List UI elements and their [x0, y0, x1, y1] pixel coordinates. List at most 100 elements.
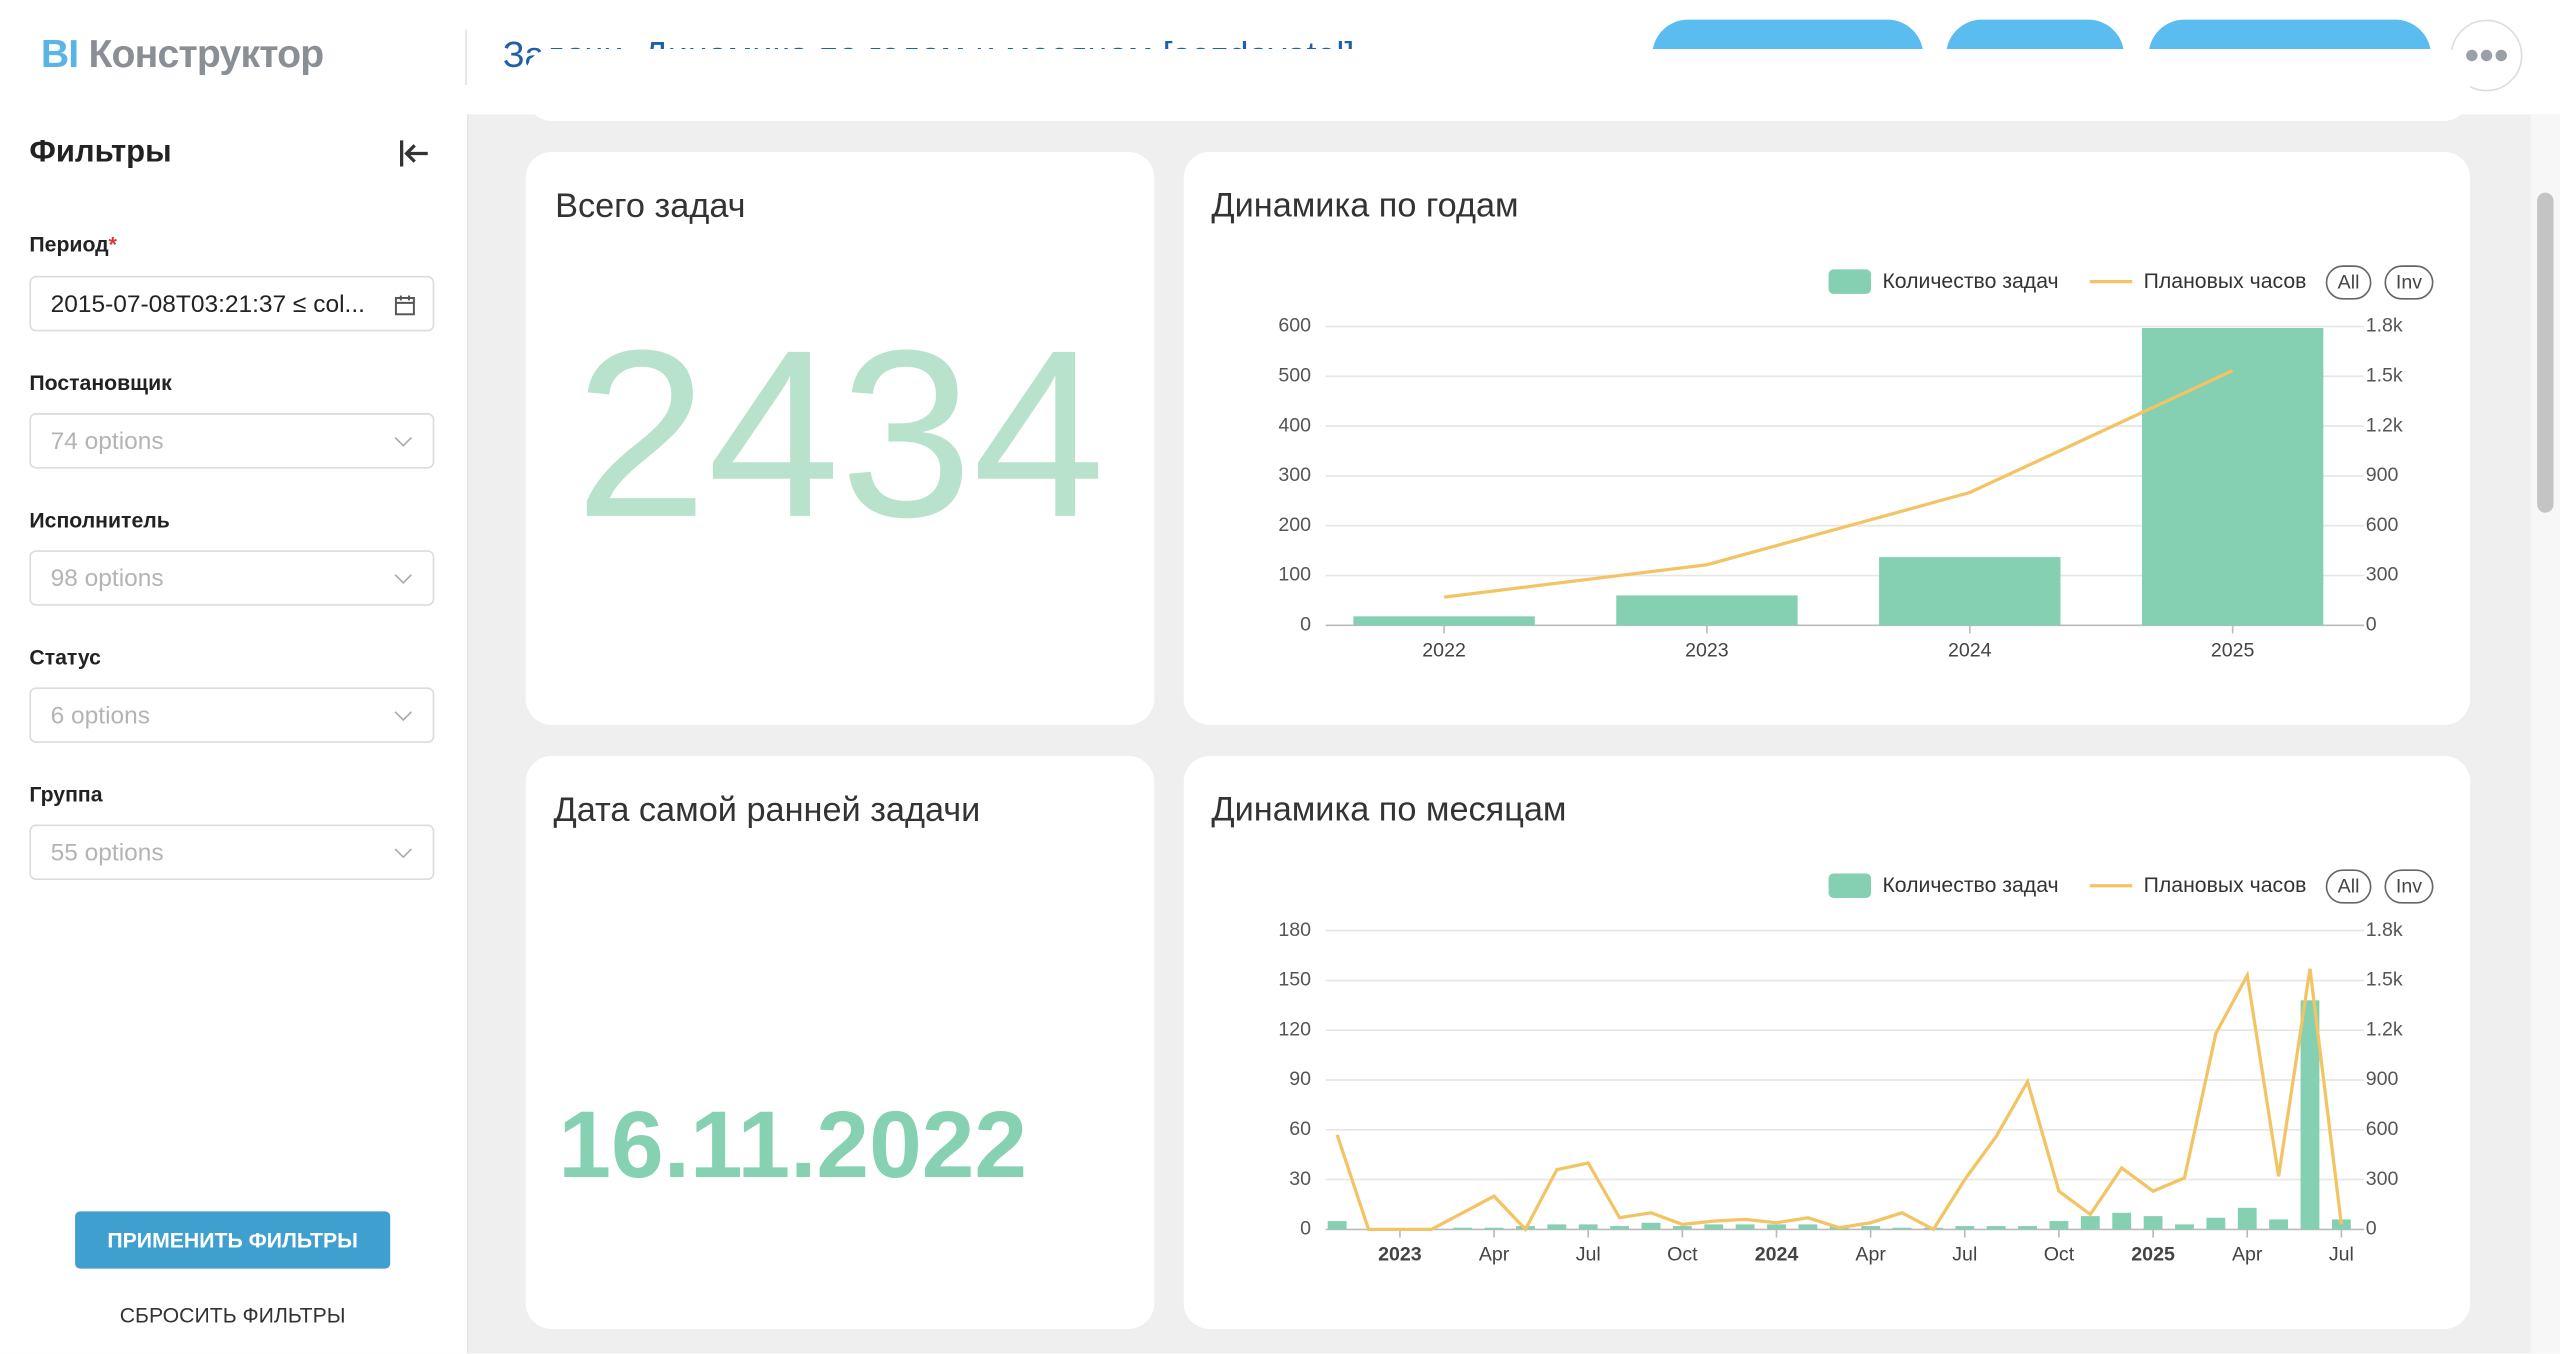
- x-tick-label: Oct: [1667, 1244, 1698, 1266]
- select[interactable]: 98 options: [29, 550, 435, 606]
- legend-swatch: [1828, 269, 1872, 294]
- bar: [2206, 1217, 2226, 1230]
- dots-icon: [2466, 49, 2507, 62]
- legend-control-label[interactable]: Inv: [2396, 271, 2422, 293]
- legend-swatch: [1828, 873, 1872, 898]
- bar: [1767, 1224, 1786, 1230]
- y-tick-label: 100: [1278, 564, 1311, 586]
- bar: [1547, 1224, 1567, 1230]
- legend-control-label[interactable]: All: [2338, 876, 2360, 898]
- period-input[interactable]: 2015-07-08T03:21:37 ≤ col...: [29, 275, 435, 332]
- bar: [2080, 1216, 2100, 1230]
- chart-title: Динамика по годам: [1211, 186, 1518, 224]
- bar: [2300, 1000, 2320, 1230]
- chart-card: Динамика по годам Количество задач Плановы…: [1183, 151, 2471, 725]
- calendar-icon: [394, 295, 415, 316]
- placeholder: 74 options: [50, 427, 164, 456]
- y-tick-label: 600: [1278, 315, 1311, 337]
- bar: [1327, 1221, 1347, 1230]
- y-tick-label: 90: [1289, 1068, 1311, 1090]
- x-tick-label: 2022: [1422, 640, 1466, 662]
- legend-label: Количество задач: [1882, 874, 2058, 897]
- y-tick-label: 500: [1278, 364, 1311, 386]
- placeholder: 98 options: [50, 564, 164, 593]
- bar: [1641, 1222, 1661, 1230]
- x-tick-label: 2024: [1948, 640, 1992, 662]
- select-arrow: [394, 711, 413, 722]
- legend-control[interactable]: [2325, 869, 2372, 904]
- y-tick-label: 400: [1278, 414, 1311, 436]
- y-tick-label: 0: [1300, 613, 1311, 635]
- sidebar-title: Фильтры: [29, 135, 172, 170]
- x-tick-label: Jul: [2329, 1244, 2354, 1266]
- legend-label: Количество задач: [1882, 270, 2058, 293]
- collapse-icon[interactable]: [397, 137, 433, 170]
- bar: [1892, 1227, 1912, 1230]
- bar: [2237, 1207, 2257, 1230]
- select-arrow: [394, 436, 413, 447]
- bar: [1879, 557, 2061, 626]
- y-tick-label: 30: [1289, 1168, 1311, 1190]
- y2-tick-label: 1.8k: [2366, 919, 2403, 941]
- filter-label: Исполнитель: [29, 507, 170, 533]
- bar: [1704, 1224, 1724, 1230]
- line: [1335, 968, 2343, 1233]
- filter-label: Статус: [29, 644, 101, 670]
- y-tick-label: 120: [1278, 1018, 1311, 1040]
- y2-tick-label: 900: [2366, 1068, 2399, 1090]
- scroll-thumb[interactable]: [2537, 192, 2554, 513]
- apply-button[interactable]: ПРИМЕНИТЬ ФИЛЬТРЫ: [75, 1211, 391, 1269]
- legend-control[interactable]: [2384, 869, 2434, 904]
- bar: [1735, 1224, 1755, 1230]
- chart: Динамика по годам Количество задач Плановы…: [1211, 186, 2434, 662]
- y-tick-label: 200: [1278, 514, 1311, 536]
- bar: [2049, 1221, 2069, 1230]
- y2-tick-label: 300: [2366, 1168, 2399, 1190]
- x-tick-label: Apr: [1479, 1244, 1510, 1266]
- logo-bi: BI: [40, 32, 79, 77]
- kpi-card: Дата самой ранней задачи 16.11.2022: [525, 755, 1155, 1329]
- kpi-card: Всего задач 2434: [525, 151, 1155, 725]
- legend-control[interactable]: [2325, 265, 2372, 300]
- kpi-title: Всего задач: [555, 187, 746, 226]
- x-tick-label: 2023: [1685, 640, 1729, 662]
- legend-control[interactable]: [2384, 265, 2434, 300]
- chart-title: Динамика по месяцам: [1211, 790, 1566, 828]
- legend-control-label[interactable]: Inv: [2396, 876, 2422, 898]
- filter-label: Группа: [29, 782, 103, 807]
- logo[interactable]: BI Конструктор: [41, 33, 324, 79]
- x-tick-label: Oct: [2044, 1244, 2075, 1266]
- y-tick-label: 60: [1289, 1118, 1311, 1140]
- bar: [2141, 328, 2324, 626]
- chart-card: Динамика по месяцам Количество задач Плано…: [1183, 755, 2471, 1329]
- y2-tick-label: 1.8k: [2366, 315, 2403, 337]
- select[interactable]: 6 options: [29, 687, 435, 743]
- x-tick-label: 2025: [2131, 1244, 2175, 1266]
- bar: [2269, 1219, 2289, 1230]
- select-arrow: [394, 848, 413, 859]
- reset-button[interactable]: СБРОСИТЬ ФИЛЬТРЫ: [119, 1302, 346, 1328]
- placeholder: 55 options: [50, 839, 164, 867]
- input-value: 2015-07-08T03:21:37 ≤ col...: [50, 290, 365, 319]
- bar: [1672, 1226, 1692, 1230]
- select[interactable]: 74 options: [29, 413, 435, 469]
- bar: [1798, 1224, 1818, 1230]
- placeholder: 6 options: [50, 702, 151, 730]
- y2-tick-label: 1.2k: [2366, 1018, 2403, 1040]
- x-tick-label: 2024: [1755, 1244, 1799, 1266]
- select[interactable]: 55 options: [29, 824, 435, 880]
- bar: [1616, 595, 1798, 626]
- bar: [1453, 1227, 1473, 1230]
- bar: [1353, 616, 1535, 626]
- x-tick-label: 2025: [2211, 640, 2255, 662]
- y2-tick-label: 0: [2366, 613, 2377, 635]
- bar: [1955, 1226, 1975, 1230]
- scrollbar: [2530, 114, 2560, 1354]
- y2-tick-label: 300: [2366, 564, 2399, 586]
- select-arrow: [394, 574, 413, 585]
- bar: [1861, 1226, 1881, 1230]
- legend-control-label[interactable]: All: [2338, 271, 2360, 293]
- filter-label: Постановщик: [29, 370, 172, 396]
